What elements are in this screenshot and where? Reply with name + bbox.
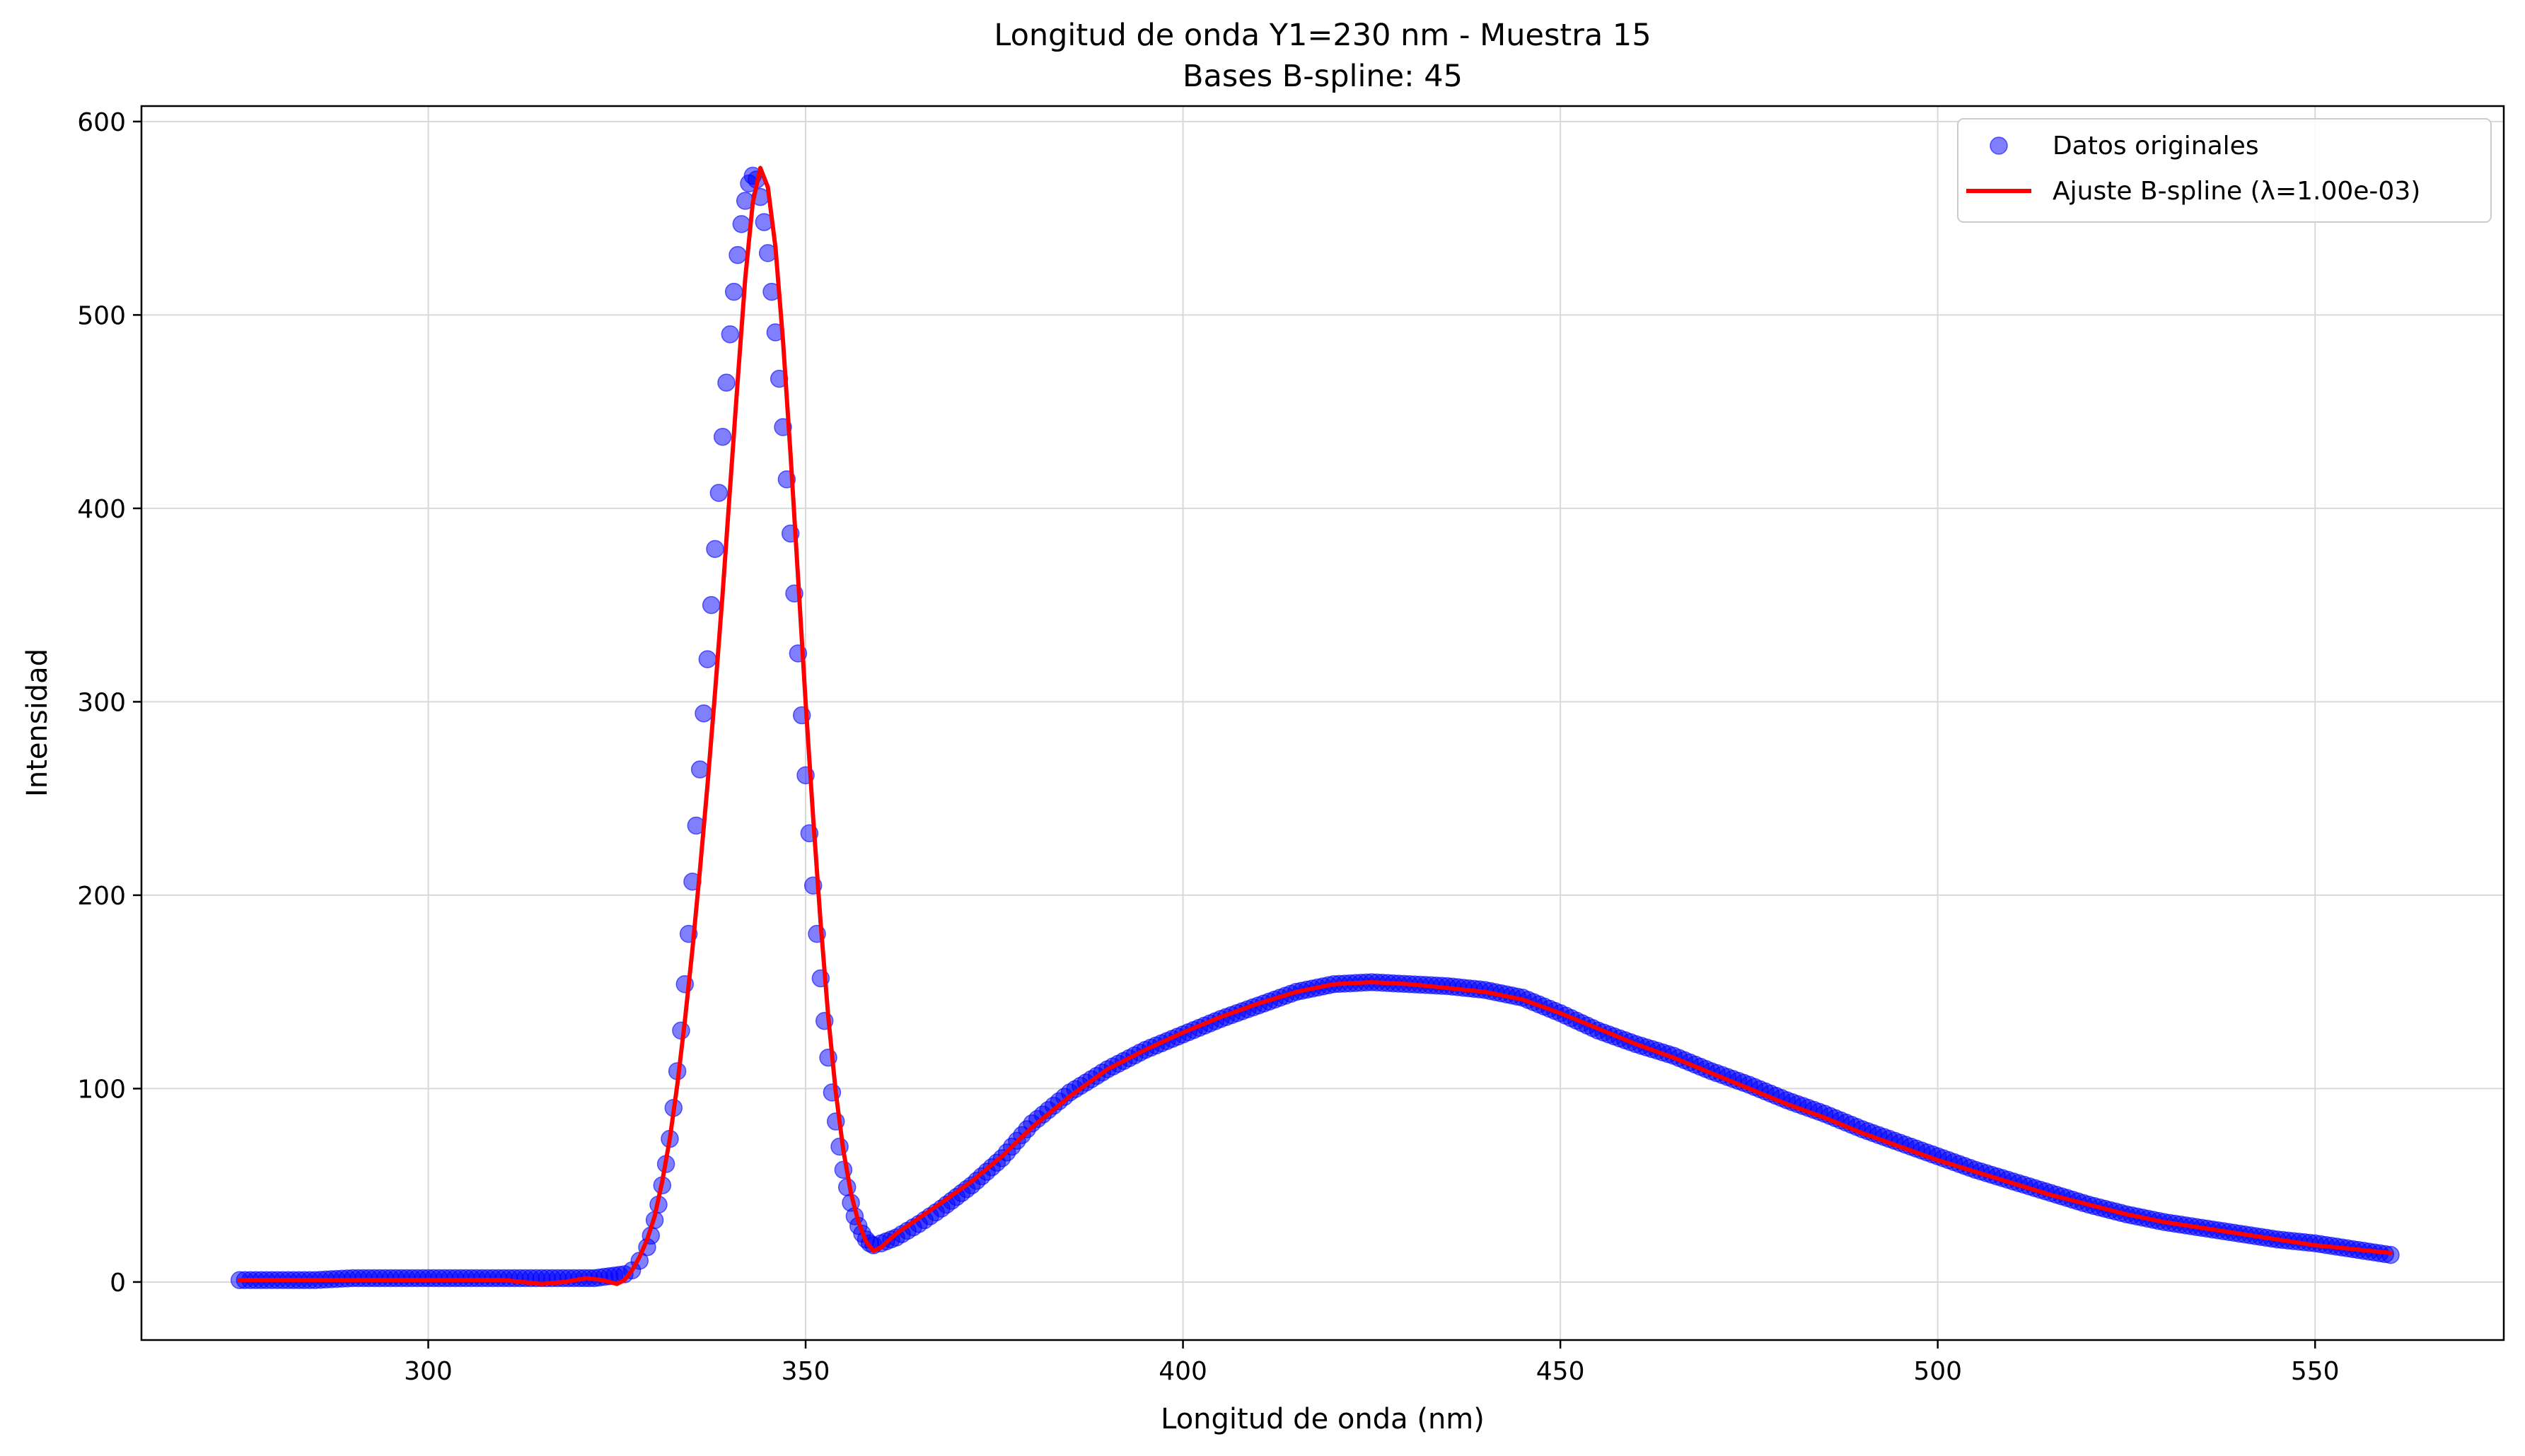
- scatter-point: [724, 282, 743, 301]
- legend-marker-scatter: [1990, 136, 2008, 155]
- y-tick-label: 0: [110, 1269, 126, 1298]
- y-tick-label: 500: [77, 301, 126, 330]
- axis-ticks: 300 350 400 450 500 550 0 100 200 300 400 500 600: [77, 108, 2339, 1386]
- y-axis-label: Intensidad: [21, 648, 54, 797]
- scatter-point: [732, 215, 751, 233]
- scatter-point: [695, 704, 713, 723]
- y-tick-label: 200: [77, 882, 126, 911]
- legend: Datos originales Ajuste B-spline (λ=1.00…: [1957, 118, 2492, 223]
- legend-label-scatter: Datos originales: [2053, 132, 2259, 161]
- chart-subtitle: Bases B-spline: 45: [1183, 59, 1463, 94]
- scatter-point: [721, 325, 740, 344]
- scatter-point: [729, 245, 747, 264]
- x-tick-label: 500: [1913, 1357, 1962, 1386]
- scatter-point: [698, 650, 717, 668]
- x-axis-label: Longitud de onda (nm): [1161, 1403, 1485, 1435]
- scatter-point: [702, 595, 721, 615]
- legend-box: [1957, 118, 2492, 223]
- scatter-point: [706, 540, 724, 559]
- y-tick-label: 100: [77, 1075, 126, 1104]
- x-tick-label: 350: [782, 1357, 830, 1386]
- y-tick-label: 300: [77, 688, 126, 717]
- plot-frame: [140, 105, 2505, 1341]
- scatter-point: [713, 427, 732, 446]
- fit-line: [237, 165, 2393, 1286]
- x-tick-label: 300: [404, 1357, 453, 1386]
- x-tick-label: 550: [2291, 1357, 2340, 1386]
- plot-data: [230, 165, 2400, 1289]
- x-tick-label: 450: [1536, 1357, 1585, 1386]
- x-tick-label: 400: [1159, 1357, 1207, 1386]
- legend-label-fit: Ajuste B-spline (λ=1.00e-03): [2053, 177, 2420, 206]
- scatter-point: [709, 484, 729, 502]
- scatter-point: [690, 760, 709, 779]
- scatter-point: [717, 373, 736, 392]
- y-tick-label: 400: [77, 495, 126, 524]
- grid: [141, 106, 2504, 1340]
- chart-title: Longitud de onda Y1=230 nm - Muestra 15: [994, 18, 1651, 53]
- y-tick-label: 600: [77, 108, 126, 137]
